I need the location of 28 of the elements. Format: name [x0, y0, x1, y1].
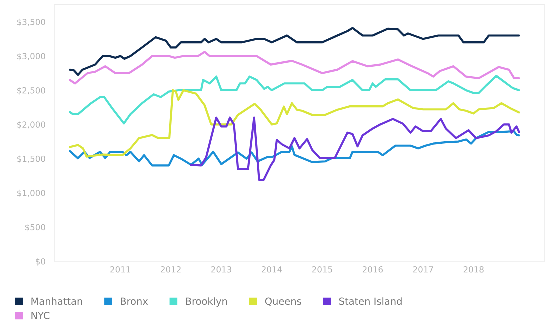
legend-label: Bronx — [121, 298, 148, 306]
y-tick-label: $2,500 — [18, 87, 46, 95]
line-series — [69, 51, 520, 85]
x-tick-label: 2018 — [464, 266, 484, 273]
legend-label: Queens — [265, 298, 302, 306]
x-tick-label: 2015 — [312, 266, 332, 273]
y-tick-label: $500 — [25, 224, 46, 232]
y-tick-label: $1,000 — [18, 190, 46, 198]
line-series — [69, 130, 520, 167]
legend-label: NYC — [32, 312, 50, 320]
y-tick-label: $3,500 — [18, 18, 46, 26]
y-tick-label: $2,000 — [18, 122, 46, 130]
x-tick-label: 2016 — [362, 266, 383, 273]
y-tick-label: $0 — [36, 258, 46, 266]
x-tick-label: 2013 — [212, 266, 232, 273]
line-series — [69, 89, 520, 158]
legend-label: Brooklyn — [186, 298, 228, 308]
x-tick-label: 2017 — [413, 266, 434, 273]
legend-label: Manhattan — [32, 298, 82, 306]
line-series — [190, 116, 520, 182]
x-tick-label: 2014 — [262, 266, 282, 273]
y-tick-label: $3,000 — [18, 53, 46, 61]
x-tick-label: 2012 — [161, 266, 181, 273]
line-series — [69, 75, 520, 125]
x-tick-label: 2011 — [110, 266, 130, 273]
legend-label: Staten Island — [339, 298, 402, 306]
line-series — [69, 27, 520, 76]
y-tick-label: $1,500 — [18, 156, 46, 164]
